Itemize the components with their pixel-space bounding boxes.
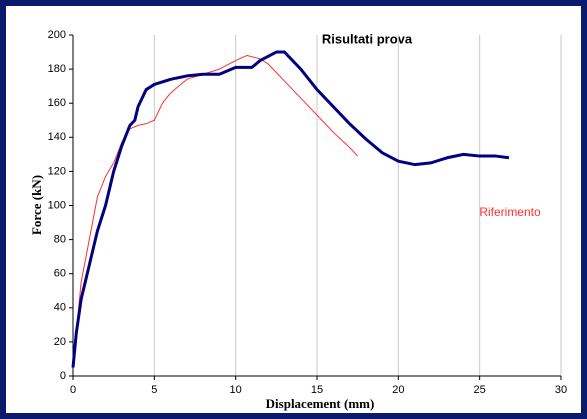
y-tick-label: 180 — [48, 63, 66, 75]
legend-entry: Riferimento — [479, 205, 541, 219]
y-tick-label: 0 — [60, 370, 66, 382]
y-tick-label: 20 — [54, 336, 66, 348]
y-tick-label: 80 — [54, 234, 66, 246]
data-line — [72, 54, 359, 368]
y-tick-label: 100 — [48, 199, 66, 211]
x-tick-label: 30 — [555, 384, 567, 396]
y-tick-label: 160 — [48, 97, 66, 109]
y-axis-label: Force (kN) — [29, 175, 44, 235]
y-tick-label: 120 — [48, 165, 66, 177]
y-tick-label: 40 — [54, 302, 66, 314]
x-axis-label: Displacement (mm) — [266, 396, 375, 411]
y-tick-label: 60 — [54, 268, 66, 280]
x-tick-label: 0 — [70, 384, 76, 396]
x-tick-label: 15 — [311, 384, 323, 396]
chart-title: Risultati prova — [322, 31, 413, 46]
x-tick-label: 10 — [230, 384, 242, 396]
x-tick-label: 20 — [392, 384, 404, 396]
y-tick-label: 200 — [48, 29, 66, 41]
x-tick-label: 5 — [151, 384, 157, 396]
y-tick-label: 140 — [48, 131, 66, 143]
x-tick-label: 25 — [474, 384, 486, 396]
data-line — [71, 50, 510, 368]
